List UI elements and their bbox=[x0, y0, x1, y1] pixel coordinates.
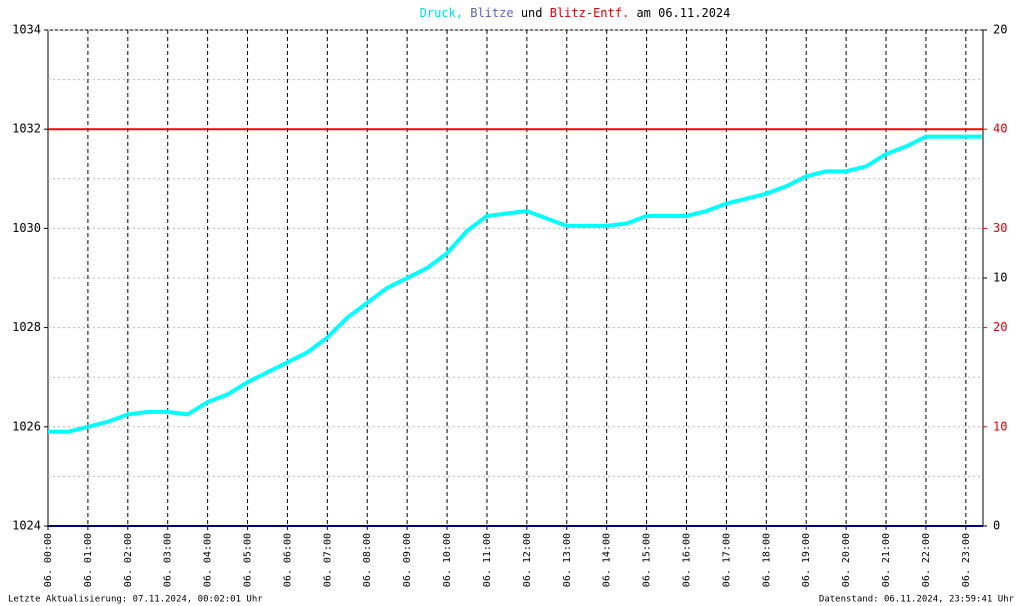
x-tick-label: 06. 23:00 bbox=[961, 533, 972, 587]
x-tick-label: 06. 11:00 bbox=[482, 533, 493, 587]
y-tick-label: 1030 bbox=[12, 221, 41, 235]
title-part: Blitz-Entf. bbox=[550, 6, 629, 20]
x-tick-label: 06. 21:00 bbox=[881, 533, 892, 587]
x-tick-label: 06. 04:00 bbox=[203, 533, 214, 587]
y3-tick-label: 30 bbox=[993, 221, 1007, 235]
chart-title: Druck, Blitze und Blitz-Entf. am 06.11.2… bbox=[420, 6, 731, 20]
x-tick-label: 06. 16:00 bbox=[681, 533, 692, 587]
y2-tick-label: 10 bbox=[993, 271, 1007, 285]
x-tick-label: 06. 07:00 bbox=[322, 533, 333, 587]
x-tick-label: 06. 18:00 bbox=[761, 533, 772, 587]
y2-tick-label: 20 bbox=[993, 23, 1007, 37]
x-tick-label: 06. 22:00 bbox=[921, 533, 932, 587]
x-tick-label: 06. 01:00 bbox=[83, 533, 94, 587]
x-tick-label: 06. 13:00 bbox=[562, 533, 573, 587]
x-tick-label: 06. 20:00 bbox=[841, 533, 852, 587]
x-tick-label: 06. 15:00 bbox=[642, 533, 653, 587]
x-tick-label: 06. 12:00 bbox=[522, 533, 533, 587]
y3-tick-label: 20 bbox=[993, 320, 1007, 334]
y-tick-label: 1024 bbox=[12, 519, 41, 533]
y-tick-label: 1026 bbox=[12, 419, 41, 433]
x-tick-label: 06. 09:00 bbox=[402, 533, 413, 587]
title-part: am 06.11.2024 bbox=[636, 6, 730, 20]
y-tick-label: 1028 bbox=[12, 320, 41, 334]
x-tick-label: 06. 19:00 bbox=[801, 533, 812, 587]
title-part: Druck, bbox=[420, 6, 463, 20]
x-tick-label: 06. 06:00 bbox=[282, 533, 293, 587]
footer-left: Letzte Aktualisierung: 07.11.2024, 00:02… bbox=[8, 595, 263, 605]
footer-right: Datenstand: 06.11.2024, 23:59:41 Uhr bbox=[819, 595, 1015, 605]
title-part: Blitze bbox=[470, 6, 513, 20]
x-tick-label: 06. 03:00 bbox=[163, 533, 174, 587]
y-tick-label: 1034 bbox=[12, 23, 41, 37]
y3-tick-label: 10 bbox=[993, 419, 1007, 433]
x-tick-label: 06. 14:00 bbox=[602, 533, 613, 587]
y3-tick-label: 40 bbox=[993, 122, 1007, 136]
series-line bbox=[48, 134, 982, 434]
y-tick-label: 1032 bbox=[12, 122, 41, 136]
y2-tick-label: 0 bbox=[993, 519, 1000, 533]
x-tick-label: 06. 00:00 bbox=[43, 533, 54, 587]
x-tick-label: 06. 05:00 bbox=[243, 533, 254, 587]
x-tick-label: 06. 17:00 bbox=[721, 533, 732, 587]
title-part: und bbox=[521, 6, 543, 20]
x-tick-label: 06. 02:00 bbox=[123, 533, 134, 587]
x-tick-label: 06. 08:00 bbox=[362, 533, 373, 587]
x-tick-label: 06. 10:00 bbox=[442, 533, 453, 587]
